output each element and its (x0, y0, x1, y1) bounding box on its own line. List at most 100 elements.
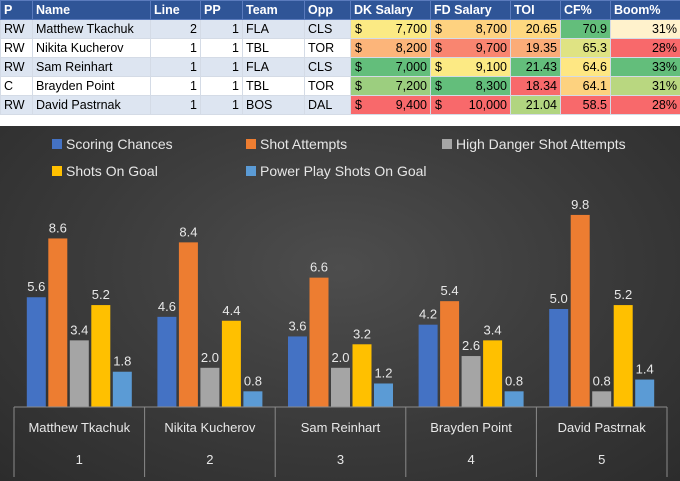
bar-shots-on-goal[interactable] (352, 344, 372, 407)
cell-toi: 20.65 (510, 19, 561, 39)
header-cf-pct[interactable]: CF% (560, 0, 611, 20)
bar-shots-on-goal[interactable] (221, 320, 241, 407)
cell-team: FLA (242, 19, 305, 39)
bar-scoring-chances[interactable] (288, 336, 307, 407)
cell-pp: 1 (200, 38, 243, 58)
currency-symbol: $ (355, 22, 362, 36)
bar-power-play-shots-on-goal[interactable] (635, 379, 655, 407)
cell-toi: 21.04 (510, 95, 561, 115)
cell-opp: TOR (304, 38, 351, 58)
legend-item-high-danger-shot-attempts[interactable]: High Danger Shot Attempts (442, 136, 626, 152)
cell-pp: 1 (200, 95, 243, 115)
cell-cf-pct: 64.1 (560, 76, 611, 96)
cell-opp: CLS (304, 19, 351, 39)
bar-scoring-chances[interactable] (549, 309, 569, 407)
cell-opp: CLS (304, 57, 351, 77)
cell-boom-pct: 33% (610, 57, 680, 77)
bar-shot-attempts[interactable] (309, 277, 329, 407)
bar-scoring-chances[interactable] (418, 324, 438, 407)
cell-name: Brayden Point (32, 76, 151, 96)
cell-pp: 1 (200, 76, 243, 96)
bar-high-danger-shot-attempts[interactable] (200, 367, 220, 407)
legend-item-power-play-shots-on-goal[interactable]: Power Play Shots On Goal (246, 163, 427, 179)
salary-value: 10,000 (468, 98, 507, 112)
table-row: RW Nikita Kucherov 1 1 TBL TOR $8,200 $9,700 19.… (0, 38, 680, 58)
cell-boom-pct: 31% (610, 76, 680, 96)
header-position[interactable]: P (0, 0, 33, 20)
salary-value: 7,700 (395, 22, 427, 36)
cell-pp: 1 (200, 57, 243, 77)
data-label: 1.4 (636, 362, 654, 377)
cell-line: 1 (150, 76, 201, 96)
legend-swatch (246, 166, 256, 176)
bar-shots-on-goal[interactable] (613, 305, 633, 407)
header-fd-salary[interactable]: FD Salary (430, 0, 511, 20)
data-label: 3.4 (484, 322, 502, 337)
legend-item-shots-on-goal[interactable]: Shots On Goal (52, 163, 158, 179)
cell-position: C (0, 76, 33, 96)
currency-symbol: $ (435, 60, 442, 74)
table-row: RW Matthew Tkachuk 2 1 FLA CLS $7,700 $8,700 20.… (0, 19, 680, 39)
legend-item-scoring-chances[interactable]: Scoring Chances (52, 136, 173, 152)
header-dk-salary[interactable]: DK Salary (350, 0, 431, 20)
cell-position: RW (0, 95, 33, 115)
data-label: 9.8 (571, 197, 589, 212)
cell-team: FLA (242, 57, 305, 77)
cell-boom-pct: 31% (610, 19, 680, 39)
header-pp[interactable]: PP (200, 0, 243, 20)
cell-cf-pct: 70.9 (560, 19, 611, 39)
cell-fd-salary: $9,100 (430, 57, 511, 77)
cell-name: Nikita Kucherov (32, 38, 151, 58)
cell-dk-salary: $7,700 (350, 19, 431, 39)
header-toi[interactable]: TOI (510, 0, 561, 20)
legend-label: High Danger Shot Attempts (456, 136, 626, 152)
bar-group-nikita-kucherov: 4.6 8.4 2.0 4.4 0.8 (157, 224, 263, 407)
cell-boom-pct: 28% (610, 38, 680, 58)
bar-power-play-shots-on-goal[interactable] (243, 391, 263, 407)
bar-power-play-shots-on-goal[interactable] (504, 391, 524, 407)
cell-toi: 19.35 (510, 38, 561, 58)
bar-shots-on-goal[interactable] (483, 340, 503, 407)
currency-symbol: $ (355, 60, 362, 74)
currency-symbol: $ (435, 41, 442, 55)
bar-power-play-shots-on-goal[interactable] (112, 371, 132, 407)
salary-value: 8,300 (475, 79, 507, 93)
cell-dk-salary: $7,000 (350, 57, 431, 77)
cell-line: 1 (150, 57, 201, 77)
cell-dk-salary: $8,200 (350, 38, 431, 58)
header-name[interactable]: Name (32, 0, 151, 20)
cell-position: RW (0, 38, 33, 58)
legend-swatch (442, 139, 452, 149)
bar-power-play-shots-on-goal[interactable] (374, 383, 393, 407)
bar-shot-attempts[interactable] (48, 238, 68, 407)
cell-toi: 21.43 (510, 57, 561, 77)
cell-dk-salary: $7,200 (350, 76, 431, 96)
cell-name: David Pastrnak (32, 95, 151, 115)
header-opp[interactable]: Opp (304, 0, 351, 20)
bar-shot-attempts[interactable] (178, 242, 198, 407)
salary-value: 8,700 (475, 22, 507, 36)
header-team[interactable]: Team (242, 0, 305, 20)
legend-label: Shot Attempts (260, 136, 347, 152)
data-label: 1.2 (374, 365, 392, 380)
bar-shot-attempts[interactable] (570, 214, 590, 407)
data-label: 5.2 (92, 287, 110, 302)
cell-fd-salary: $8,300 (430, 76, 511, 96)
cell-cf-pct: 58.5 (560, 95, 611, 115)
x-tick-number: 5 (598, 452, 605, 467)
bar-scoring-chances[interactable] (157, 316, 177, 407)
bar-high-danger-shot-attempts[interactable] (592, 391, 612, 407)
header-boom-pct[interactable]: Boom% (610, 0, 680, 20)
bar-group-david-pastrnak: 5.0 9.8 0.8 5.2 1.4 (549, 197, 655, 407)
bar-high-danger-shot-attempts[interactable] (461, 356, 481, 407)
bar-shot-attempts[interactable] (440, 301, 460, 407)
table-row: RW Sam Reinhart 1 1 FLA CLS $7,000 $9,100 21.43 6… (0, 57, 680, 77)
bar-high-danger-shot-attempts[interactable] (331, 367, 350, 407)
bar-shots-on-goal[interactable] (91, 305, 111, 407)
legend-item-shot-attempts[interactable]: Shot Attempts (246, 136, 347, 152)
header-line[interactable]: Line (150, 0, 201, 20)
legend-swatch (52, 139, 62, 149)
bar-high-danger-shot-attempts[interactable] (69, 340, 89, 407)
chart-area: Scoring Chances Shot Attempts High Danger … (0, 126, 680, 481)
bar-scoring-chances[interactable] (26, 297, 46, 407)
